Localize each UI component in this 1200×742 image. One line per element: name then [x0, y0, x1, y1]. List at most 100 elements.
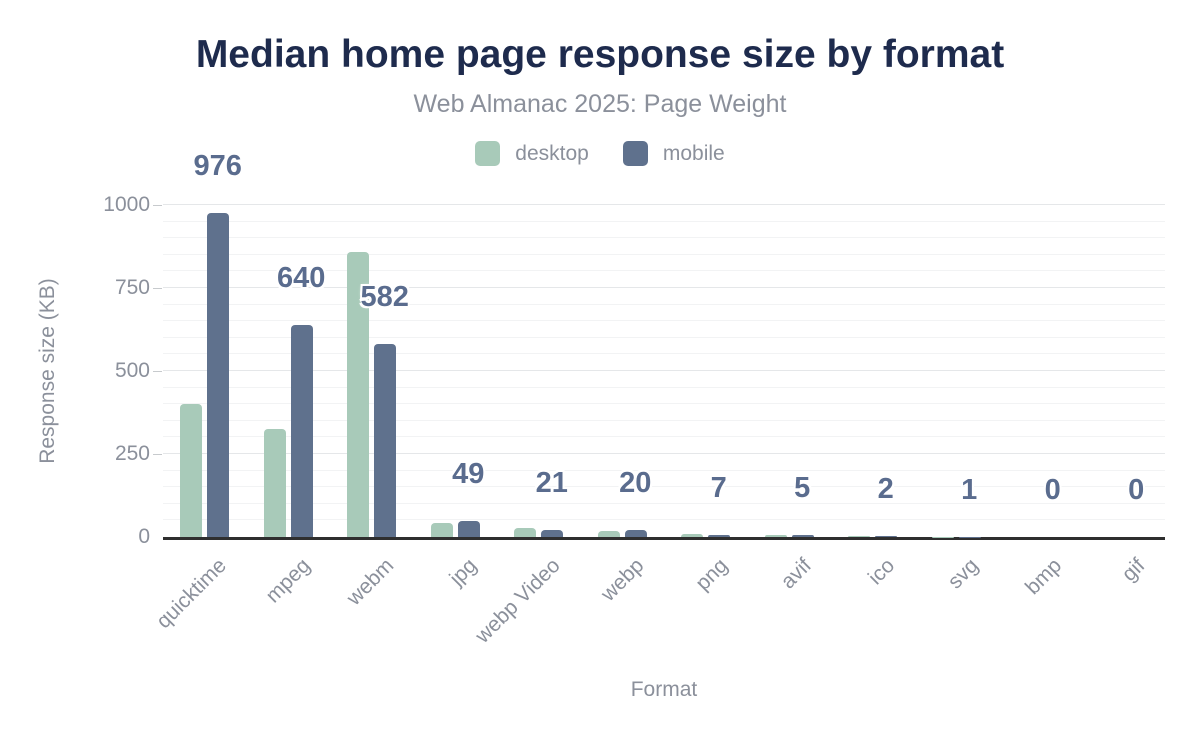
bar-mobile-png[interactable] — [708, 534, 731, 537]
x-tick-label-bmp: bmp — [1020, 554, 1067, 600]
gridline-750 — [163, 287, 1165, 288]
x-tick-cell-gif: gif — [1082, 540, 1166, 658]
legend-label-desktop: desktop — [515, 141, 589, 165]
gridline-900 — [163, 237, 1165, 239]
bar-desktop-mpeg[interactable] — [263, 428, 286, 537]
chart-title: Median home page response size by format — [195, 33, 1005, 76]
bar-group-webp Video: 21 — [497, 205, 581, 537]
x-tick-cell-avif: avif — [748, 540, 832, 658]
bar-group-jpg: 49 — [414, 205, 498, 537]
mobile-swatch-icon — [622, 141, 648, 166]
bar-group-bmp: 0 — [998, 205, 1082, 537]
bar-desktop-avif[interactable] — [764, 535, 787, 537]
gridline-350 — [163, 419, 1165, 421]
gridline-950 — [163, 220, 1165, 222]
gridline-600 — [163, 336, 1165, 338]
desktop-swatch-icon — [475, 141, 501, 166]
x-tick-cell-svg: svg — [915, 540, 999, 658]
legend-label-mobile: mobile — [662, 141, 725, 165]
bar-group-png: 7 — [664, 205, 748, 537]
data-label-bmp: 0 — [1044, 474, 1061, 506]
x-tick-label-ico: ico — [863, 554, 900, 590]
bar-desktop-webm[interactable] — [347, 252, 370, 537]
bar-desktop-ico[interactable] — [848, 536, 871, 537]
data-label-jpg: 49 — [452, 457, 485, 490]
x-tick-cell-webm: webm — [330, 540, 414, 658]
bar-group-avif: 5 — [748, 205, 832, 537]
gridline-450 — [163, 386, 1165, 388]
bar-group-ico: 2 — [831, 205, 915, 537]
gridline-700 — [163, 303, 1165, 305]
y-tick-label-0: 0 — [138, 525, 150, 548]
x-tick-cell-webp: webp — [581, 540, 665, 658]
bar-mobile-jpg[interactable] — [457, 520, 480, 537]
data-label-mpeg: 640 — [277, 261, 326, 294]
data-label-webp: 20 — [619, 467, 652, 500]
x-axis-title: Format — [630, 678, 698, 701]
data-label-webm: 582 — [360, 280, 409, 313]
bar-group-webp: 20 — [581, 205, 665, 537]
x-tick-cell-png: png — [664, 540, 748, 658]
data-label-ico: 2 — [877, 473, 894, 506]
y-tick-label-500: 500 — [114, 359, 150, 382]
bar-mobile-webm[interactable] — [374, 343, 397, 537]
legend-item-mobile[interactable]: mobile — [622, 141, 725, 166]
y-tickmark-500 — [153, 371, 162, 372]
data-label-png: 7 — [710, 471, 727, 504]
x-tick-label-avif: avif — [776, 554, 816, 594]
data-label-gif: 0 — [1128, 474, 1145, 506]
bar-mobile-webp[interactable] — [624, 530, 647, 537]
bar-group-webm: 582 — [330, 205, 414, 537]
gridline-500 — [163, 370, 1165, 371]
gridline-550 — [163, 353, 1165, 355]
data-label-avif: 5 — [794, 472, 811, 505]
x-tick-label-gif: gif — [1117, 554, 1150, 586]
chart-subtitle: Web Almanac 2025: Page Weight — [413, 90, 787, 118]
bar-desktop-jpg[interactable] — [430, 522, 453, 537]
x-tick-label-jpg: jpg — [445, 554, 482, 591]
plot-area: 976 640 582 49 21 20 7 5 2 1 0 0 — [163, 150, 1166, 540]
data-label-quicktime: 976 — [193, 150, 242, 182]
gridline-200 — [163, 469, 1165, 471]
x-tick-label-webp: webp — [596, 554, 649, 606]
data-label-svg: 1 — [961, 473, 978, 506]
gridline-150 — [163, 486, 1165, 488]
bar-desktop-webp Video[interactable] — [514, 528, 537, 537]
bar-group-gif: 0 — [1082, 205, 1166, 537]
y-tick-label-750: 750 — [114, 276, 150, 299]
x-axis-ticks: quicktime mpeg webm jpg webp Video webp png avi… — [152, 540, 1166, 658]
bar-desktop-webp[interactable] — [597, 531, 620, 537]
bar-mobile-quicktime[interactable] — [207, 213, 230, 537]
bar-mobile-mpeg[interactable] — [290, 324, 313, 537]
bar-desktop-quicktime[interactable] — [180, 404, 203, 537]
y-tick-label-250: 250 — [114, 442, 150, 465]
legend: desktop mobile — [0, 141, 1200, 166]
x-tick-cell-quicktime: quicktime — [152, 540, 247, 658]
bar-mobile-webp Video[interactable] — [541, 530, 564, 537]
y-tick-label-1000: 1000 — [103, 193, 150, 216]
bar-groups: 976 640 582 49 21 20 7 5 2 1 0 0 — [163, 150, 1166, 537]
gridline-800 — [163, 270, 1165, 272]
x-tick-label-svg: svg — [943, 554, 983, 594]
y-tickmark-1000 — [153, 205, 162, 206]
gridline-850 — [163, 253, 1165, 255]
x-tick-cell-bmp: bmp — [998, 540, 1082, 658]
gridline-400 — [163, 403, 1165, 405]
x-tick-label-quicktime: quicktime — [152, 554, 232, 633]
gridline-100 — [163, 502, 1165, 504]
data-label-webp Video: 21 — [535, 467, 568, 499]
bar-mobile-ico[interactable] — [875, 536, 898, 537]
y-tickmark-250 — [153, 454, 162, 455]
bar-group-mpeg: 640 — [247, 205, 331, 537]
bar-desktop-png[interactable] — [681, 534, 704, 537]
x-tick-cell-ico: ico — [831, 540, 915, 658]
x-tick-label-mpeg: mpeg — [261, 554, 315, 608]
y-tickmark-750 — [153, 288, 162, 289]
gridline-1000 — [163, 204, 1165, 205]
legend-item-desktop[interactable]: desktop — [475, 141, 589, 166]
gridline-50 — [163, 519, 1165, 521]
bar-mobile-avif[interactable] — [791, 535, 814, 537]
bar-group-quicktime: 976 — [163, 150, 247, 537]
x-tick-cell-mpeg: mpeg — [247, 540, 331, 658]
bar-group-svg: 1 — [915, 205, 999, 537]
